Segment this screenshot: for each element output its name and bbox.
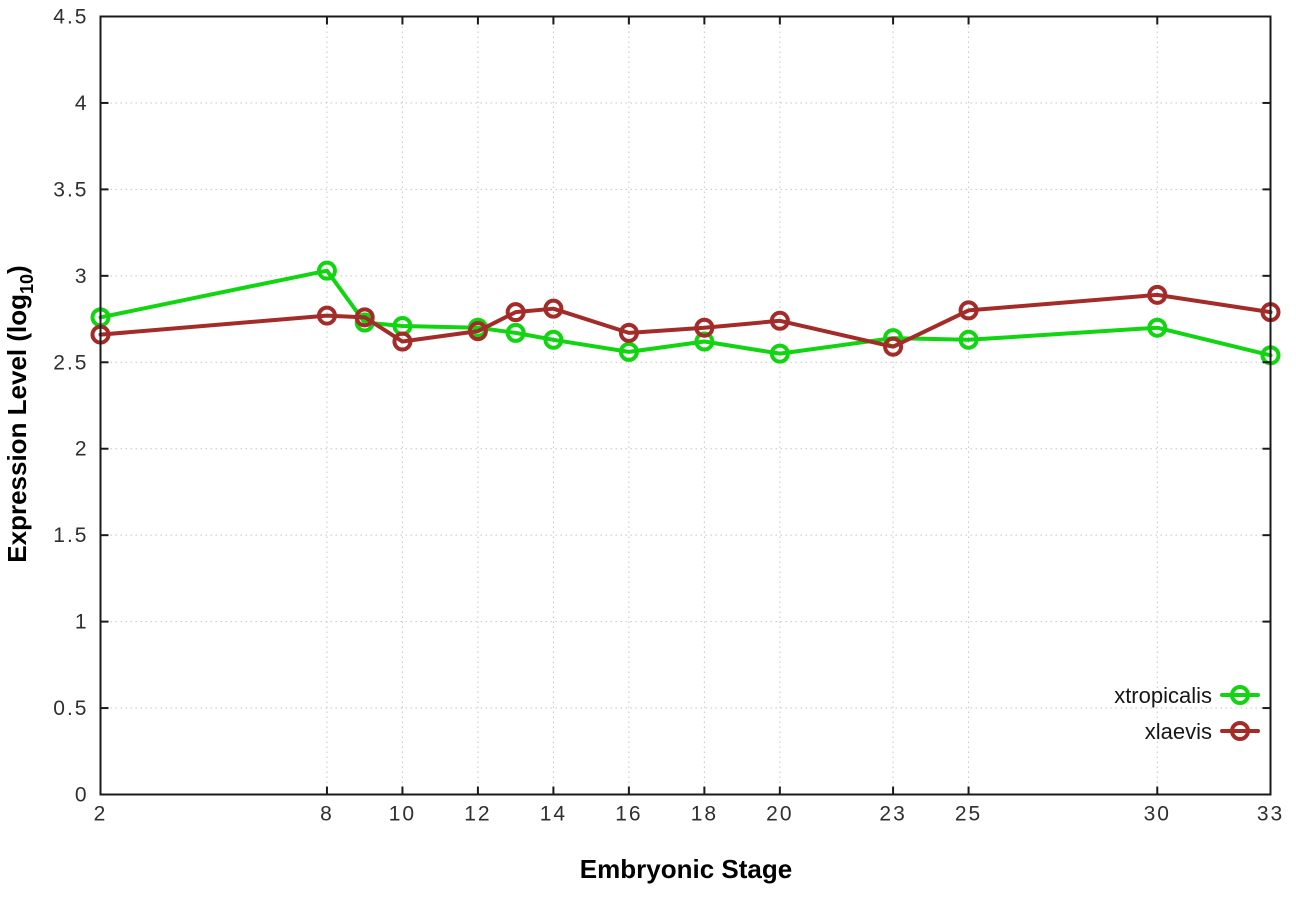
series-layer [90, 260, 1281, 366]
series-xtropicalis [90, 260, 1281, 366]
legend: xtropicalis xlaevis [1114, 683, 1260, 744]
x-tick-label: 10 [389, 803, 416, 826]
y-axis-title: Expression Level (log10) [2, 265, 37, 562]
y-tick-label: 4.5 [53, 6, 88, 29]
data-point [543, 298, 564, 319]
data-point [958, 329, 979, 350]
data-point [769, 310, 790, 331]
series-line [98, 268, 1273, 358]
x-tick-label: 12 [464, 803, 491, 826]
data-point [618, 322, 639, 343]
data-point [694, 317, 715, 338]
legend-label-xlaevis: xlaevis [1145, 719, 1212, 744]
data-point [316, 305, 337, 326]
y-tick-label: 3.5 [53, 178, 88, 201]
data-point [505, 322, 526, 343]
y-tick-label: 2.5 [53, 351, 88, 374]
data-point [618, 341, 639, 362]
series-line [98, 292, 1273, 349]
legend-marker-circle-icon [1230, 685, 1250, 705]
x-tick-label: 14 [540, 803, 567, 826]
data-point [505, 302, 526, 323]
data-point [769, 343, 790, 364]
x-tick-label: 25 [955, 803, 982, 826]
legend-item-xlaevis: xlaevis [1145, 719, 1260, 744]
data-point [883, 336, 904, 357]
legend-label-xtropicalis: xtropicalis [1114, 683, 1212, 708]
y-tick-label: 4 [75, 92, 89, 115]
y-tick-label: 0.5 [53, 697, 88, 720]
x-axis-title: Embryonic Stage [580, 854, 792, 884]
plot-border [99, 15, 1272, 796]
data-point [694, 331, 715, 352]
x-tick-label: 30 [1144, 803, 1171, 826]
data-point [354, 307, 375, 328]
x-tick-label: 2 [94, 803, 108, 826]
x-tick-label: 33 [1257, 803, 1284, 826]
x-tick-label: 18 [691, 803, 718, 826]
data-point [958, 300, 979, 321]
data-point [392, 331, 413, 352]
tick-labels-layer: 2 8 10 12 14 16 18 20 23 25 30 33 0 0.5 1 1.5 2 2.5 3 3.5 4 4… [53, 6, 1284, 826]
legend-item-xtropicalis: xtropicalis [1114, 683, 1260, 708]
x-tick-label: 20 [766, 803, 793, 826]
y-tick-label: 0 [75, 784, 89, 807]
data-point [467, 321, 488, 342]
y-tick-label: 3 [75, 265, 89, 288]
data-point [1147, 284, 1168, 305]
data-point [316, 260, 337, 281]
y-tick-label: 2 [75, 438, 89, 461]
x-tick-label: 16 [615, 803, 642, 826]
y-tick-label: 1.5 [53, 524, 88, 547]
x-tick-label: 23 [879, 803, 906, 826]
axis-layer [99, 15, 1272, 796]
legend-marker-circle-icon [1230, 721, 1250, 741]
y-tick-label: 1 [75, 611, 89, 634]
grid-layer [100, 16, 1271, 795]
x-tick-label: 8 [320, 803, 334, 826]
data-point [543, 329, 564, 350]
data-point [1147, 317, 1168, 338]
